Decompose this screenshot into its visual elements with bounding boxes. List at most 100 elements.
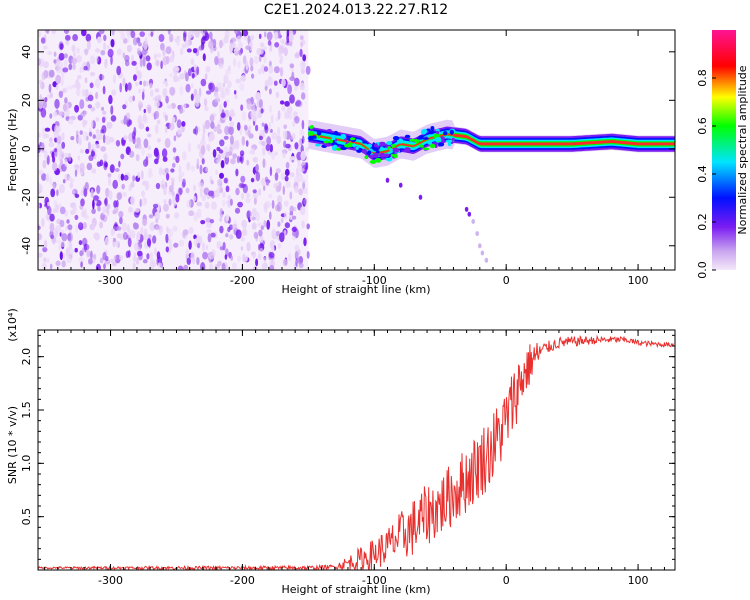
noise-speck	[241, 74, 247, 83]
signal-speck	[369, 159, 377, 164]
noise-speck	[214, 264, 220, 269]
noise-speck	[178, 165, 182, 175]
noise-speck	[269, 211, 272, 220]
noise-speck	[237, 201, 244, 208]
noise-speck	[171, 117, 176, 123]
noise-speck	[76, 47, 80, 54]
noise-speck	[84, 49, 89, 56]
spectrogram-frame	[37, 29, 676, 271]
noise-speck	[269, 144, 273, 153]
noise-speck	[113, 237, 117, 243]
noise-speck	[222, 38, 225, 47]
noise-speck	[46, 155, 50, 165]
noise-speck	[165, 95, 169, 104]
noise-speck	[80, 198, 85, 207]
noise-speck	[147, 32, 151, 37]
noise-speck	[87, 94, 94, 102]
noise-speck	[261, 140, 266, 147]
noise-speck	[95, 101, 101, 109]
noise-speck	[287, 252, 292, 262]
noise-speck	[102, 110, 107, 116]
noise-speck	[131, 60, 137, 66]
signal-speck	[308, 131, 315, 136]
noise-speck	[156, 251, 161, 260]
noise-speck	[244, 124, 248, 131]
noise-speck	[79, 149, 84, 154]
noise-speck	[269, 166, 273, 177]
colorbar-gradient	[712, 30, 736, 270]
noise-speck	[251, 208, 257, 217]
y-tick-label: -40	[20, 237, 33, 255]
noise-speck	[225, 214, 230, 222]
noise-speck	[178, 173, 183, 183]
colorbar-tick-label: 0.8	[696, 69, 709, 87]
noise-speck	[283, 229, 287, 236]
noise-speck	[106, 204, 111, 210]
noise-speck	[38, 225, 41, 230]
noise-speck	[56, 189, 59, 197]
noise-speck	[220, 91, 226, 99]
noise-speck	[212, 38, 217, 49]
noise-speck	[245, 60, 249, 71]
noise-speck	[300, 42, 303, 48]
noise-speck	[179, 48, 184, 56]
noise-speck	[142, 218, 148, 227]
noise-speck	[162, 48, 166, 57]
noise-speck	[219, 172, 224, 179]
noise-speck	[94, 78, 101, 89]
noise-speck	[105, 187, 110, 198]
noise-speck	[196, 158, 200, 168]
noise-speck	[235, 168, 239, 177]
noise-speck	[155, 182, 161, 190]
signal-speck	[391, 144, 396, 148]
noise-speck	[291, 226, 297, 233]
noise-speck	[54, 231, 59, 239]
noise-speck	[92, 199, 95, 210]
noise-speck	[176, 38, 180, 47]
noise-speck	[275, 117, 279, 122]
snr-y-scale-note: (x10⁴)	[6, 308, 19, 342]
noise-speck	[222, 241, 226, 251]
noise-speck	[236, 155, 241, 164]
noise-speck	[200, 220, 206, 225]
noise-speck	[281, 105, 286, 112]
noise-speck	[110, 105, 114, 115]
noise-speck	[85, 33, 92, 42]
spectrogram-x-ticks: -300 -200 -100 0 100	[44, 30, 665, 287]
noise-speck	[300, 68, 305, 75]
noise-speck	[47, 206, 52, 216]
noise-speck	[135, 81, 139, 87]
noise-speck	[250, 65, 254, 72]
noise-speck	[294, 185, 299, 193]
noise-speck	[118, 173, 122, 182]
noise-speck	[262, 158, 266, 169]
noise-speck	[299, 255, 303, 263]
noise-speck	[42, 101, 47, 109]
noise-speck	[58, 184, 65, 194]
noise-speck	[270, 245, 275, 253]
noise-speck	[174, 212, 180, 219]
noise-speck	[182, 178, 186, 188]
noise-speck	[251, 73, 255, 79]
noise-speck	[276, 201, 282, 212]
noise-speck	[283, 47, 288, 57]
signal-speck	[374, 158, 382, 163]
noise-speck	[275, 185, 281, 193]
noise-speck	[41, 217, 45, 227]
noise-speck	[193, 212, 199, 222]
noise-speck	[186, 161, 191, 171]
noise-speck	[86, 250, 91, 258]
noise-speck	[285, 161, 290, 169]
noise-speck	[271, 230, 278, 240]
noise-speck	[255, 163, 259, 173]
signal-speck	[334, 130, 338, 136]
noise-speck	[87, 104, 93, 109]
noise-speck	[167, 30, 171, 35]
noise-speck	[224, 125, 230, 135]
noise-speck	[155, 124, 159, 134]
signal-speck	[375, 150, 380, 154]
spectrogram-y-label: Frequency (Hz)	[6, 109, 19, 192]
noise-speck	[241, 136, 245, 146]
noise-speck	[302, 54, 307, 62]
noise-speck	[147, 133, 152, 138]
